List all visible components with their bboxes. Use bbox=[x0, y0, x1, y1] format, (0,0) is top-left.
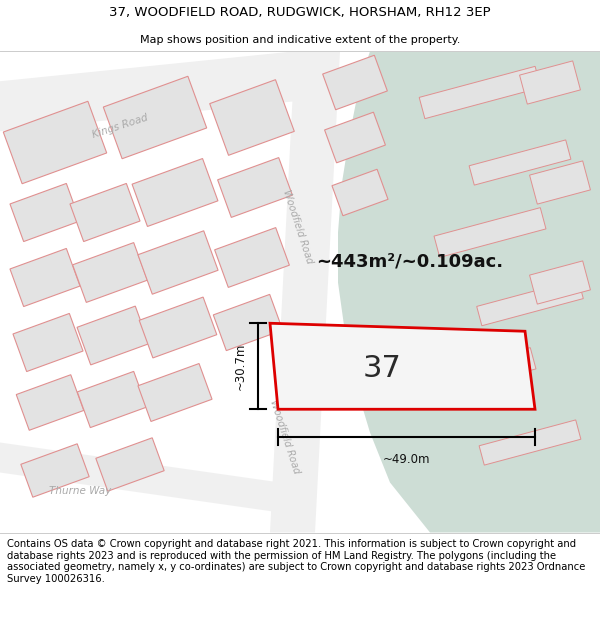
Text: Thurne Way: Thurne Way bbox=[49, 486, 111, 496]
Polygon shape bbox=[132, 159, 218, 226]
Polygon shape bbox=[10, 184, 80, 241]
Polygon shape bbox=[325, 112, 385, 163]
Polygon shape bbox=[434, 208, 546, 258]
Polygon shape bbox=[0, 442, 280, 512]
Polygon shape bbox=[530, 261, 590, 304]
Polygon shape bbox=[21, 444, 89, 498]
Text: 37: 37 bbox=[362, 354, 401, 382]
Polygon shape bbox=[16, 375, 84, 430]
Polygon shape bbox=[10, 249, 80, 306]
Text: Contains OS data © Crown copyright and database right 2021. This information is : Contains OS data © Crown copyright and d… bbox=[7, 539, 586, 584]
Polygon shape bbox=[477, 279, 583, 326]
Text: Woodfield Road: Woodfield Road bbox=[268, 398, 302, 474]
Text: 37, WOODFIELD ROAD, RUDGWICK, HORSHAM, RH12 3EP: 37, WOODFIELD ROAD, RUDGWICK, HORSHAM, R… bbox=[109, 6, 491, 19]
Polygon shape bbox=[73, 242, 148, 302]
Polygon shape bbox=[479, 420, 581, 465]
Text: Woodfield Road: Woodfield Road bbox=[281, 188, 314, 264]
Polygon shape bbox=[520, 61, 580, 104]
Polygon shape bbox=[218, 158, 292, 218]
Text: ~49.0m: ~49.0m bbox=[383, 452, 430, 466]
Polygon shape bbox=[214, 294, 283, 351]
Polygon shape bbox=[215, 228, 289, 288]
Polygon shape bbox=[210, 80, 294, 155]
Polygon shape bbox=[270, 51, 340, 532]
Text: Map shows position and indicative extent of the property.: Map shows position and indicative extent… bbox=[140, 35, 460, 45]
Polygon shape bbox=[338, 51, 600, 532]
Polygon shape bbox=[138, 364, 212, 421]
Polygon shape bbox=[77, 306, 149, 365]
Text: ~443m²/~0.109ac.: ~443m²/~0.109ac. bbox=[316, 253, 503, 270]
Text: Kings Road: Kings Road bbox=[91, 112, 149, 140]
Polygon shape bbox=[332, 169, 388, 216]
Polygon shape bbox=[270, 323, 535, 409]
Polygon shape bbox=[139, 297, 217, 358]
Polygon shape bbox=[96, 438, 164, 491]
Polygon shape bbox=[419, 66, 541, 119]
Polygon shape bbox=[138, 231, 218, 294]
Polygon shape bbox=[530, 161, 590, 204]
Polygon shape bbox=[77, 371, 146, 428]
Polygon shape bbox=[4, 101, 107, 184]
Text: ~30.7m: ~30.7m bbox=[233, 342, 247, 390]
Polygon shape bbox=[70, 184, 140, 241]
Polygon shape bbox=[424, 348, 536, 398]
Polygon shape bbox=[469, 140, 571, 185]
Polygon shape bbox=[13, 314, 83, 371]
Polygon shape bbox=[0, 51, 295, 131]
Polygon shape bbox=[323, 55, 388, 110]
Polygon shape bbox=[103, 76, 206, 159]
